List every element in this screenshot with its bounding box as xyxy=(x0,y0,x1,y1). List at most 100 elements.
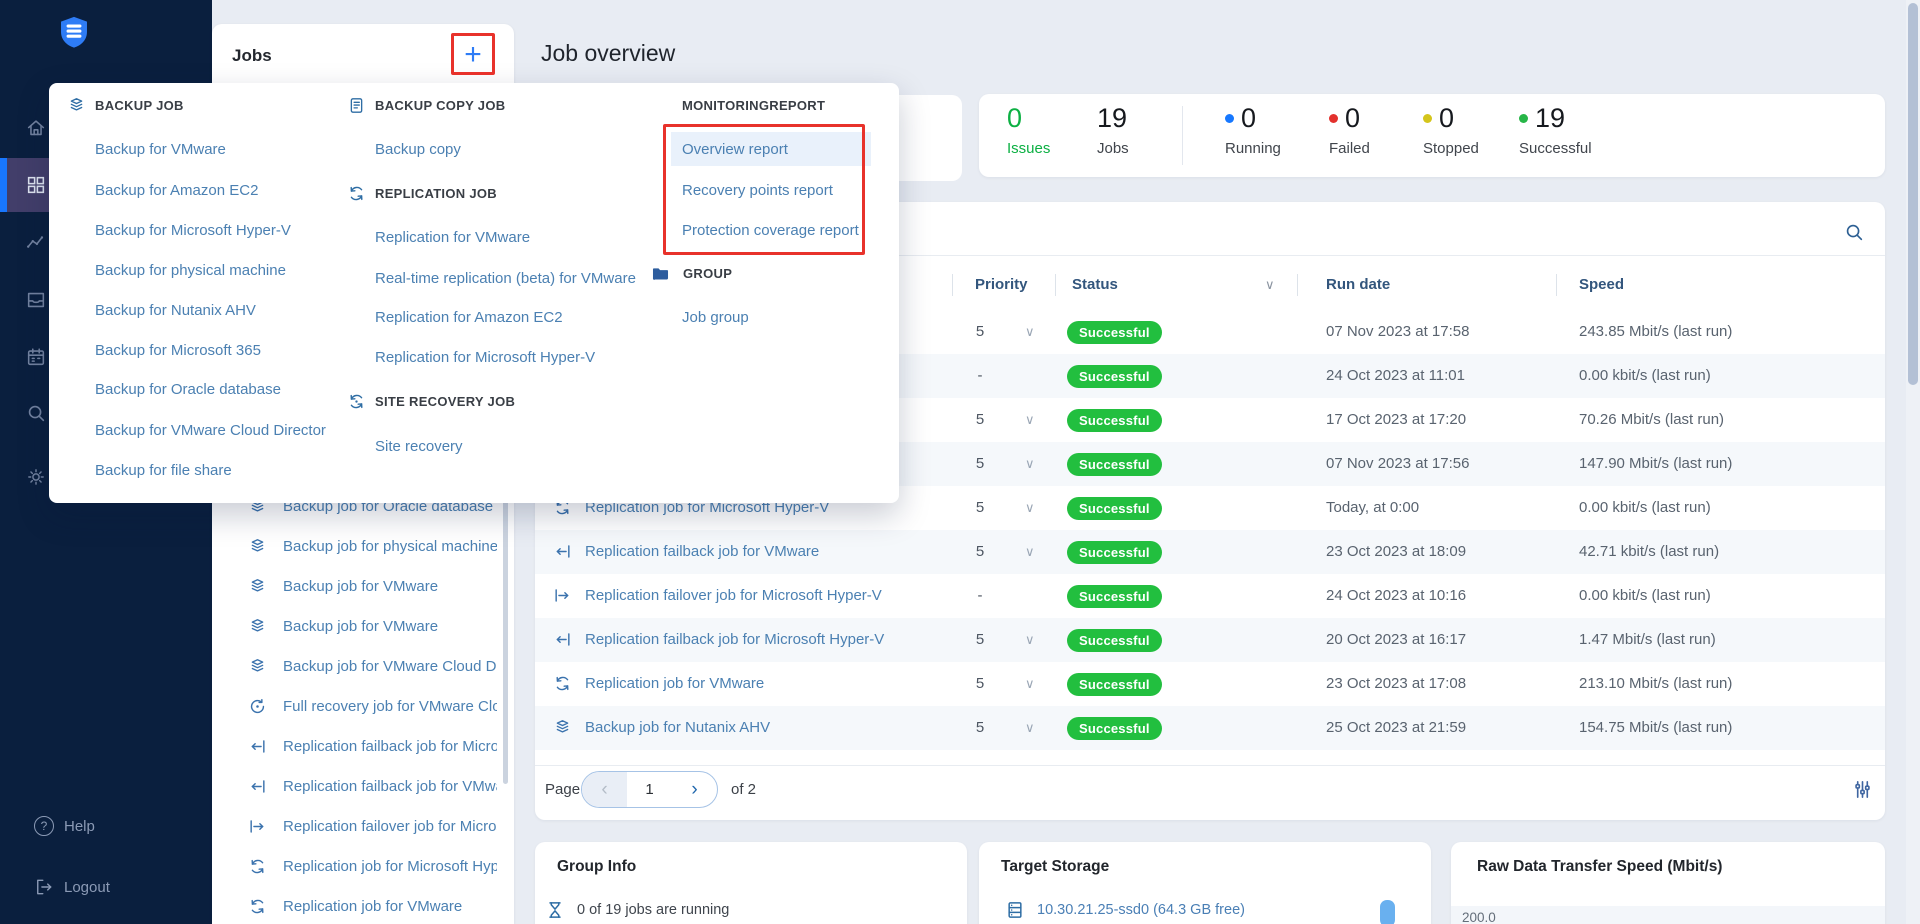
menu-item[interactable]: Replication for Amazon EC2 xyxy=(375,300,563,334)
table-row[interactable]: 5 ∨ Successful 17 Oct 2023 at 17:20 70.26 Mb… xyxy=(535,398,1885,442)
table-row[interactable]: Replication job for VMware 5 ∨ Successful 23… xyxy=(535,662,1885,706)
menu-item-overview-report[interactable]: Overview report xyxy=(671,132,871,166)
tray-icon[interactable] xyxy=(25,289,47,311)
job-link[interactable]: Replication failback job for VMware xyxy=(283,777,497,795)
run-date: 25 Oct 2023 at 21:59 xyxy=(1326,719,1467,736)
chart-area xyxy=(1451,906,1885,924)
logout-button[interactable]: Logout xyxy=(0,872,212,902)
failback-icon xyxy=(248,737,267,756)
axis-tick-label: 200.0 xyxy=(1462,910,1496,924)
menu-item[interactable]: Backup for Microsoft 365 xyxy=(95,333,261,367)
menu-item-label: Recovery points report xyxy=(682,181,833,199)
job-name-link[interactable]: Replication failback job for VMware xyxy=(585,543,820,560)
activity-icon[interactable] xyxy=(25,232,47,254)
table-row[interactable]: Replication failback job for VMware 5 ∨ Suc… xyxy=(535,530,1885,574)
help-button[interactable]: ? Help xyxy=(0,811,212,841)
menu-item[interactable]: Backup for Amazon EC2 xyxy=(95,173,258,207)
column-header-run-date[interactable]: Run date xyxy=(1326,276,1391,293)
table-row[interactable]: Replication failover job for Microsoft H… xyxy=(535,574,1885,618)
table-row[interactable]: Replication job for Microsoft Hyper-V 5 ∨ S… xyxy=(535,486,1885,530)
table-row[interactable]: Replication failback job for Microsoft H… xyxy=(535,618,1885,662)
failback-icon xyxy=(248,777,267,796)
jobs-panel-title: Jobs xyxy=(232,46,272,65)
column-header-status[interactable]: Status xyxy=(1072,276,1118,293)
priority-chevron-icon[interactable]: ∨ xyxy=(1025,544,1035,559)
add-job-button[interactable]: + xyxy=(451,34,495,75)
jobs-list-item[interactable]: Backup job for physical machine xyxy=(212,529,510,563)
page-title: Job overview xyxy=(541,40,676,66)
menu-item[interactable]: Backup for VMware xyxy=(95,132,226,166)
job-link[interactable]: Full recovery job for VMware Cloud xyxy=(283,697,497,715)
page-scrollbar-thumb[interactable] xyxy=(1908,3,1918,385)
priority-chevron-icon[interactable]: ∨ xyxy=(1025,500,1035,515)
calendar-icon[interactable] xyxy=(25,346,47,368)
jobs-list-item[interactable]: Replication failover job for Microsof xyxy=(212,809,510,843)
divider xyxy=(535,765,1885,766)
jobs-list-item[interactable]: Backup job for VMware Cloud Direc xyxy=(212,649,510,683)
job-name-link[interactable]: Replication job for VMware xyxy=(585,675,765,692)
jobs-list-scrollbar[interactable] xyxy=(503,494,508,784)
column-header-priority[interactable]: Priority xyxy=(975,276,1028,293)
menu-item-protection-coverage-report[interactable]: Protection coverage report xyxy=(671,213,871,247)
job-link[interactable]: Backup job for physical machine xyxy=(283,537,497,555)
jobs-list-item[interactable]: Full recovery job for VMware Cloud xyxy=(212,689,510,723)
menu-item-label: Backup for Nutanix AHV xyxy=(95,301,256,319)
status-sort-chevron-icon[interactable]: ∨ xyxy=(1265,277,1275,292)
menu-item-label: Backup copy xyxy=(375,140,461,158)
job-name-link[interactable]: Backup job for Nutanix AHV xyxy=(585,719,771,736)
column-divider xyxy=(1055,274,1056,296)
table-row[interactable]: 5 ∨ Successful 07 Nov 2023 at 17:58 243.85 M… xyxy=(535,310,1885,354)
next-page-button[interactable]: › xyxy=(672,772,717,807)
grid-icon[interactable] xyxy=(25,174,47,196)
home-icon[interactable] xyxy=(25,117,47,139)
job-link[interactable]: Backup job for VMware Cloud Direc xyxy=(283,657,497,675)
jobs-list-item[interactable]: Replication failback job for VMware xyxy=(212,769,510,803)
search-icon[interactable] xyxy=(1843,221,1865,243)
job-link[interactable]: Backup job for VMware xyxy=(283,617,439,635)
menu-item[interactable]: Backup for VMware Cloud Director xyxy=(95,413,326,447)
full-recovery-icon xyxy=(248,697,267,716)
menu-item[interactable]: Replication for VMware xyxy=(375,220,530,254)
jobs-value: 19 xyxy=(1097,103,1128,133)
menu-item-job-group[interactable]: Job group xyxy=(682,300,749,334)
job-link[interactable]: Replication job for Microsoft Hyper- xyxy=(283,857,497,875)
menu-item[interactable]: Backup for Microsoft Hyper-V xyxy=(95,213,291,247)
menu-item[interactable]: Backup for Nutanix AHV xyxy=(95,293,256,327)
search-icon[interactable] xyxy=(25,402,47,424)
jobs-label: Jobs xyxy=(1097,140,1129,157)
job-name-link[interactable]: Replication job for Microsoft Hyper-V xyxy=(585,499,830,516)
issues-value: 0 xyxy=(1007,103,1023,133)
column-header-speed[interactable]: Speed xyxy=(1579,276,1625,293)
jobs-list-item[interactable]: Replication failback job for Microso xyxy=(212,729,510,763)
priority-chevron-icon[interactable]: ∨ xyxy=(1025,676,1035,691)
menu-item[interactable]: Backup for Oracle database xyxy=(95,372,281,406)
menu-item-recovery-points-report[interactable]: Recovery points report xyxy=(671,173,871,207)
priority-chevron-icon[interactable]: ∨ xyxy=(1025,632,1035,647)
job-name-link[interactable]: Replication failover job for Microsoft H… xyxy=(585,587,882,604)
priority-chevron-icon[interactable]: ∨ xyxy=(1025,456,1035,471)
menu-item[interactable]: Backup for file share xyxy=(95,453,232,487)
job-link[interactable]: Replication job for VMware xyxy=(283,897,463,915)
priority-chevron-icon[interactable]: ∨ xyxy=(1025,720,1035,735)
current-page-input[interactable]: 1 xyxy=(645,781,654,798)
job-link[interactable]: Replication failover job for Microsof xyxy=(283,817,497,835)
target-storage-text[interactable]: 10.30.21.25-ssd0 (64.3 GB free) xyxy=(1037,902,1245,918)
jobs-list-item[interactable]: Replication job for Microsoft Hyper- xyxy=(212,849,510,883)
gear-icon[interactable] xyxy=(25,466,47,488)
menu-item[interactable]: Backup for physical machine xyxy=(95,253,286,287)
menu-item[interactable]: Real-time replication (beta) for VMware xyxy=(375,261,636,295)
jobs-list-item[interactable]: Backup job for VMware xyxy=(212,609,510,643)
jobs-list-item[interactable]: Backup job for VMware xyxy=(212,569,510,603)
priority-chevron-icon[interactable]: ∨ xyxy=(1025,412,1035,427)
table-row[interactable]: Backup job for Nutanix AHV 5 ∨ Successful 25… xyxy=(535,706,1885,750)
menu-item[interactable]: Replication for Microsoft Hyper-V xyxy=(375,340,595,374)
job-name-link[interactable]: Replication failback job for Microsoft H… xyxy=(585,631,885,648)
filter-sliders-icon[interactable] xyxy=(1851,778,1874,801)
jobs-list-item[interactable]: Replication job for VMware xyxy=(212,889,510,923)
job-link[interactable]: Replication failback job for Microso xyxy=(283,737,497,755)
menu-item[interactable]: Site recovery xyxy=(375,429,463,463)
priority-chevron-icon[interactable]: ∨ xyxy=(1025,324,1035,339)
prev-page-button[interactable]: ‹ xyxy=(582,772,627,807)
menu-item[interactable]: Backup copy xyxy=(375,132,461,166)
job-link[interactable]: Backup job for VMware xyxy=(283,577,439,595)
